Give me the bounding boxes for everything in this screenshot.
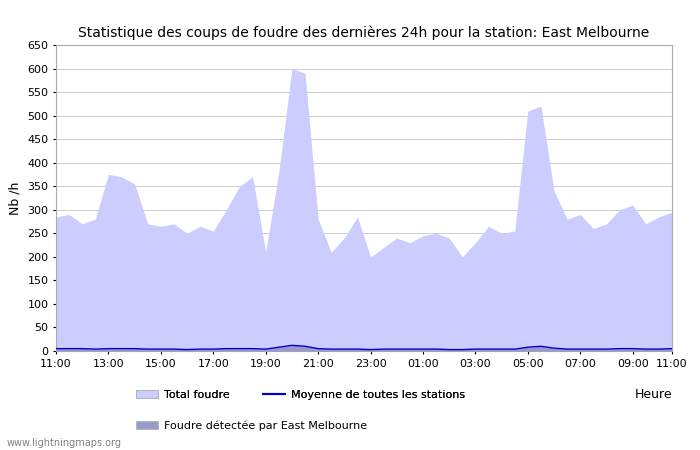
Text: Heure: Heure [634,388,672,400]
Legend: Foudre détectée par East Melbourne: Foudre détectée par East Melbourne [132,416,371,436]
Text: www.lightningmaps.org: www.lightningmaps.org [7,438,122,448]
Y-axis label: Nb /h: Nb /h [8,181,22,215]
Legend: Total foudre, Moyenne de toutes les stations: Total foudre, Moyenne de toutes les stat… [132,385,469,404]
Title: Statistique des coups de foudre des dernières 24h pour la station: East Melbourn: Statistique des coups de foudre des dern… [78,25,650,40]
